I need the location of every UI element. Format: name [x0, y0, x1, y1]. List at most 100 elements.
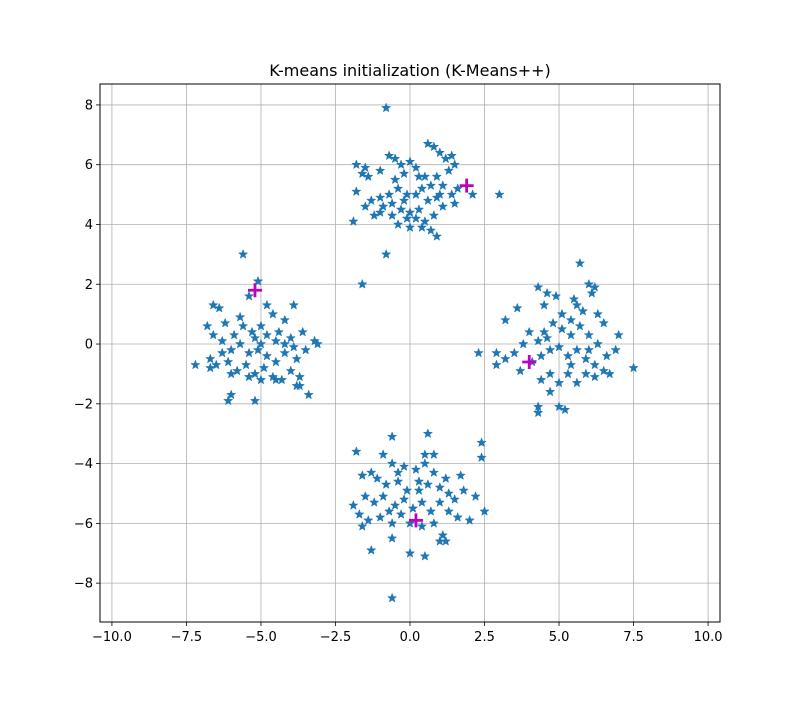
x-tick-label: −10.0	[92, 630, 132, 645]
x-tick-label: 5.0	[549, 630, 570, 645]
data-point-star	[396, 204, 406, 214]
data-point-star	[435, 482, 445, 492]
data-point-star	[390, 174, 400, 184]
data-point-star	[500, 354, 511, 363]
data-point-star	[280, 315, 290, 325]
data-point-star	[533, 407, 543, 417]
data-point-star	[584, 279, 594, 289]
data-point-star	[444, 165, 454, 175]
data-point-star	[420, 551, 430, 561]
data-point-star	[390, 500, 400, 510]
data-point-star	[494, 189, 505, 199]
data-point-star	[217, 336, 227, 346]
data-point-star	[432, 231, 442, 241]
data-point-star	[542, 333, 552, 343]
centroid-marker	[459, 178, 474, 193]
data-point-star	[360, 491, 370, 501]
data-point-star	[584, 345, 594, 355]
centroid-marker	[408, 513, 423, 528]
data-point-star	[414, 171, 424, 181]
data-point-star	[274, 327, 284, 337]
data-point-star	[429, 467, 439, 477]
data-point-star	[423, 428, 433, 438]
data-point-star	[238, 249, 248, 259]
data-point-star	[584, 330, 594, 340]
data-point-star	[429, 210, 439, 220]
data-point-star	[286, 333, 296, 343]
data-point-star	[500, 315, 511, 325]
data-point-star	[309, 336, 320, 346]
data-point-star	[384, 189, 394, 199]
data-point-star	[292, 354, 302, 363]
data-point-star	[438, 530, 448, 540]
data-point-star	[381, 103, 391, 112]
data-point-star	[256, 375, 266, 384]
y-tick-label: 8	[85, 98, 93, 113]
data-point-star	[539, 300, 549, 310]
data-point-star	[590, 372, 600, 381]
data-point-star	[426, 506, 436, 516]
data-point-star	[271, 375, 281, 384]
data-point-star	[417, 497, 427, 507]
data-point-star	[205, 363, 215, 372]
data-point-star	[387, 593, 397, 603]
data-point-star	[411, 213, 421, 223]
data-point-star	[226, 389, 236, 399]
data-point-star	[357, 279, 367, 289]
data-point-star	[375, 192, 385, 202]
data-point-star	[289, 342, 299, 352]
data-point-star	[250, 369, 260, 378]
data-point-star	[217, 348, 227, 358]
data-point-star	[360, 162, 370, 172]
data-point-star	[286, 366, 296, 375]
data-point-star	[554, 377, 564, 387]
y-tick-label: 0	[85, 338, 93, 353]
data-point-star	[303, 389, 314, 399]
data-point-star	[509, 348, 519, 358]
data-point-star	[405, 207, 415, 217]
data-point-star	[372, 473, 382, 483]
data-point-star	[563, 369, 573, 378]
data-point-star	[387, 210, 397, 220]
data-point-star	[566, 360, 576, 369]
data-point-star	[429, 518, 439, 528]
data-point-star	[426, 225, 436, 235]
data-point-star	[369, 210, 379, 220]
data-point-star	[420, 216, 430, 226]
data-point-star	[378, 491, 388, 501]
data-point-star	[357, 470, 367, 480]
data-point-star	[423, 195, 433, 205]
data-point-star	[542, 288, 552, 298]
data-point-star	[572, 377, 582, 387]
data-point-star	[301, 345, 311, 355]
data-point-star	[605, 369, 615, 378]
data-point-star	[414, 204, 424, 214]
data-point-star	[375, 512, 385, 522]
data-point-star	[476, 452, 487, 462]
data-point-star	[575, 321, 585, 331]
data-point-star	[399, 461, 409, 471]
data-point-star	[491, 348, 502, 358]
data-point-star	[393, 183, 403, 193]
data-point-star	[414, 476, 424, 486]
data-point-star	[435, 536, 445, 546]
data-point-star	[414, 485, 424, 495]
data-point-star	[363, 171, 373, 181]
y-tick-label: 2	[85, 278, 93, 293]
data-point-star	[417, 183, 427, 193]
data-point-star	[569, 294, 579, 304]
data-point-star	[393, 219, 403, 229]
data-point-star	[575, 258, 585, 268]
data-point-star	[441, 473, 451, 483]
data-point-star	[360, 201, 370, 211]
data-point-star	[476, 437, 487, 447]
data-point-star	[366, 195, 376, 205]
data-point-star	[479, 506, 490, 516]
data-point-star	[450, 494, 460, 504]
data-point-star	[387, 533, 397, 543]
data-point-star	[515, 366, 525, 375]
x-tick-label: 0.0	[400, 630, 421, 645]
data-point-star	[244, 291, 254, 301]
centroid-marker	[522, 354, 537, 369]
